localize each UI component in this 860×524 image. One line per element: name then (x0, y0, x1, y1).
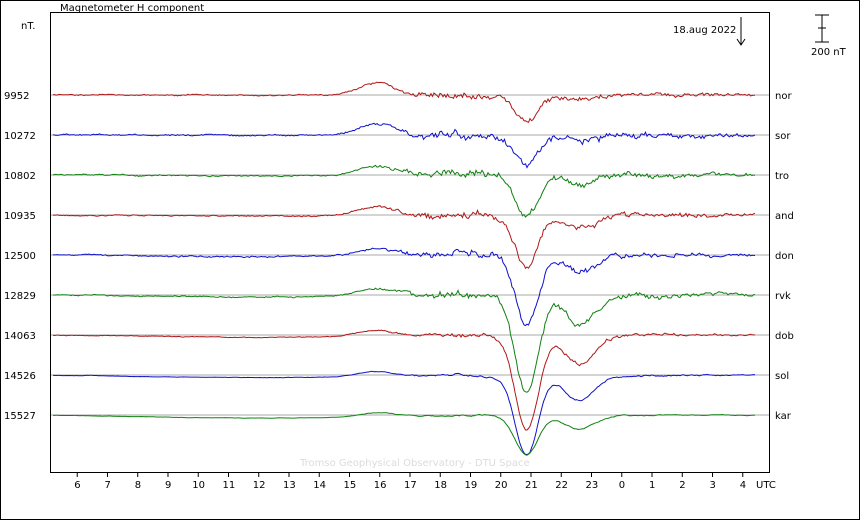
station-code-and: and (775, 211, 794, 222)
trace-kar (53, 412, 756, 456)
trace-don (52, 247, 756, 327)
station-code-kar: kar (775, 411, 792, 422)
x-tick-label: 9 (165, 480, 171, 491)
x-tick-label: 18 (434, 480, 447, 491)
x-tick-label: 11 (222, 480, 235, 491)
baseline-value-tro: 10802 (4, 171, 36, 182)
date-label: 18.aug 2022 (673, 25, 736, 36)
credit-text: Tromso Geophysical Observatory - DTU Spa… (299, 458, 530, 469)
x-tick-label: 14 (313, 480, 326, 491)
x-tick-label: 12 (253, 480, 266, 491)
station-code-don: don (775, 251, 794, 262)
baseline-value-kar: 15527 (4, 411, 36, 422)
x-tick-label: 22 (555, 480, 568, 491)
trace-tro (52, 164, 756, 218)
x-axis: 6 7 8 9 10 11 12 13 14 15 16 17 18 19 20 21 22 23 0 1 2 3 4 (74, 472, 746, 491)
x-tick-label: 0 (619, 480, 625, 491)
baseline-value-and: 10935 (4, 211, 36, 222)
x-tick-label: 19 (465, 480, 478, 491)
baseline-value-rvk: 12829 (4, 291, 36, 302)
x-tick-label: 21 (525, 480, 538, 491)
date-arrow (736, 17, 746, 46)
station-code-sor: sor (775, 131, 791, 142)
baseline-value-sol: 14526 (4, 371, 36, 382)
x-tick-label: 13 (283, 480, 296, 491)
baseline-value-dob: 14063 (4, 331, 36, 342)
baseline-value-don: 12500 (4, 251, 36, 262)
plot-frame (50, 12, 770, 473)
station-code-tro: tro (775, 171, 789, 182)
trace-dob (52, 329, 756, 431)
station-code-rvk: rvk (775, 291, 791, 302)
scale-bar (815, 14, 829, 43)
trace-nor (52, 81, 755, 123)
x-tick-label: 2 (679, 480, 685, 491)
chart-title: Magnetometer H component (60, 3, 204, 14)
x-tick-label: 23 (586, 480, 599, 491)
station-code-dob: dob (775, 331, 794, 342)
baseline-value-nor: 9952 (4, 91, 29, 102)
x-tick-label: 8 (135, 480, 141, 491)
x-tick-label: 3 (710, 480, 716, 491)
baseline-value-sor: 10272 (4, 131, 36, 142)
x-tick-label: 1 (649, 480, 655, 491)
x-tick-label: 16 (374, 480, 387, 491)
trace-sor (52, 122, 756, 169)
x-tick-label: 20 (495, 480, 508, 491)
y-unit-label: nT. (21, 21, 35, 32)
station-code-nor: nor (775, 91, 792, 102)
trace-and (52, 205, 756, 270)
x-tick-label: 4 (740, 480, 746, 491)
x-axis-label: UTC (756, 480, 776, 491)
x-tick-label: 17 (404, 480, 417, 491)
x-tick-label: 7 (104, 480, 110, 491)
station-code-sol: sol (775, 371, 789, 382)
station-labels: 9952 nor 10272 sor 10802 tro 10935 and 12500 don 1… (4, 91, 794, 422)
x-tick-label: 6 (74, 480, 80, 491)
station-traces (52, 81, 756, 456)
scale-label: 200 nT (811, 47, 847, 58)
x-tick-label: 10 (192, 480, 205, 491)
trace-sol (53, 370, 756, 456)
x-tick-label: 15 (343, 480, 356, 491)
trace-rvk (53, 287, 756, 393)
